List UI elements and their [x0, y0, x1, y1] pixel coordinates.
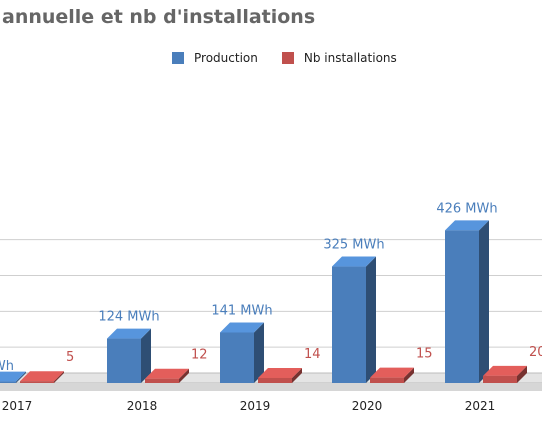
bar-production — [332, 256, 376, 383]
data-label-nb-installations: 14 — [304, 347, 321, 362]
x-tick-label: 2018 — [127, 399, 158, 413]
legend-label-production: Production — [194, 51, 258, 65]
data-label-production: 325 MWh — [323, 238, 384, 253]
bar-production — [107, 328, 151, 383]
x-tick-label: 2020 — [352, 399, 383, 413]
data-label-nb-installations: 5 — [66, 350, 74, 365]
bar-production — [220, 322, 264, 383]
bar-nb-installations — [258, 367, 302, 383]
x-tick-label: 2017 — [2, 399, 33, 413]
data-label-production: 426 MWh — [436, 201, 497, 216]
bar-nb-installations — [20, 371, 64, 383]
x-tick-label: 2021 — [465, 399, 496, 413]
legend-item-nb-installations: Nb installations — [281, 51, 397, 65]
data-label-production: 141 MWh — [211, 303, 272, 318]
data-label-production: MWh — [0, 359, 14, 374]
bar-nb-installations — [483, 365, 527, 383]
data-label-production: 124 MWh — [98, 310, 159, 325]
data-label-nb-installations: 20 — [529, 345, 542, 360]
floor-front — [0, 383, 542, 391]
legend: Production Nb installations — [172, 51, 397, 65]
bar-nb-installations — [370, 367, 414, 383]
bar-nb-installations — [145, 368, 189, 383]
legend-swatch-nb-installations — [281, 52, 294, 64]
legend-item-production: Production — [172, 51, 258, 65]
bar-production — [445, 220, 489, 383]
chart-title: annuelle et nb d'installations — [2, 6, 316, 28]
x-tick-label: 2019 — [240, 399, 271, 413]
data-label-nb-installations: 12 — [191, 348, 208, 363]
data-label-nb-installations: 15 — [416, 347, 433, 362]
legend-label-nb-installations: Nb installations — [303, 51, 397, 65]
legend-swatch-production — [172, 52, 184, 64]
bar-production — [0, 371, 26, 383]
